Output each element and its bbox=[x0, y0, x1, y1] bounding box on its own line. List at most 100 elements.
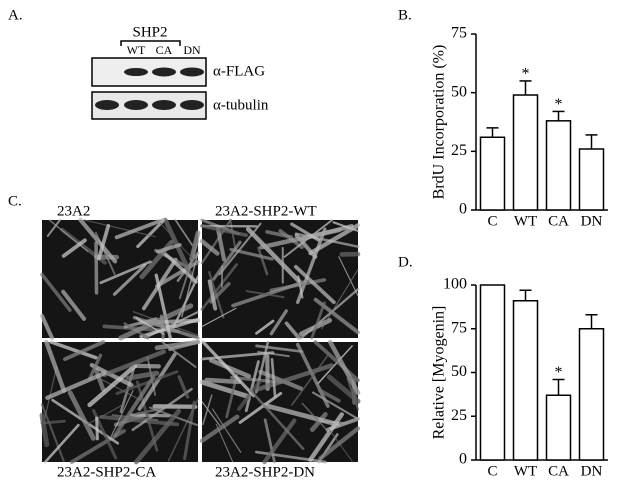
fiber bbox=[48, 219, 89, 253]
fiber bbox=[132, 315, 200, 340]
error-bar bbox=[585, 314, 598, 329]
y-tick-label: 75 bbox=[451, 25, 467, 42]
fiber bbox=[321, 268, 359, 330]
fiber bbox=[199, 379, 250, 399]
fiber bbox=[167, 398, 199, 462]
y-tick-label: 100 bbox=[443, 276, 467, 293]
fiber bbox=[204, 377, 242, 385]
fiber bbox=[129, 413, 171, 418]
fiber bbox=[89, 362, 134, 388]
fiber bbox=[269, 309, 288, 336]
fiber bbox=[284, 321, 301, 340]
fiber bbox=[270, 358, 277, 399]
micrographs bbox=[39, 217, 361, 465]
fiber bbox=[87, 363, 138, 408]
y-tick-label: 25 bbox=[451, 142, 467, 159]
fiber bbox=[46, 219, 61, 237]
panel-label: C. bbox=[8, 193, 22, 209]
fiber bbox=[202, 394, 213, 426]
fiber bbox=[125, 370, 160, 381]
bar bbox=[512, 300, 539, 461]
fiber bbox=[118, 303, 194, 341]
micrograph-label: 23A2-SHP2-WT bbox=[215, 203, 317, 219]
fiber bbox=[156, 219, 199, 266]
blot-row-label: α-FLAG bbox=[213, 63, 265, 79]
fiber bbox=[189, 230, 201, 262]
fiber bbox=[110, 389, 134, 437]
fiber bbox=[297, 275, 304, 299]
fiber bbox=[199, 414, 240, 443]
fiber bbox=[83, 219, 156, 238]
x-tick-label: DN bbox=[581, 463, 603, 479]
fiber bbox=[135, 316, 165, 336]
fiber bbox=[201, 307, 237, 328]
fiber bbox=[317, 345, 353, 385]
fiber bbox=[262, 418, 297, 465]
fiber bbox=[102, 349, 166, 377]
fiber bbox=[290, 353, 330, 406]
fiber bbox=[99, 260, 152, 285]
fiber bbox=[311, 391, 360, 420]
fiber bbox=[63, 340, 106, 362]
significance-mark: * bbox=[555, 364, 563, 381]
significance-mark: * bbox=[555, 96, 563, 113]
fiber bbox=[84, 404, 123, 426]
lane-label: DN bbox=[183, 43, 201, 57]
fiber bbox=[112, 263, 147, 296]
fiber bbox=[93, 367, 106, 392]
fiber bbox=[177, 375, 190, 399]
fiber bbox=[259, 227, 342, 250]
fiber bbox=[200, 224, 248, 237]
fiber bbox=[136, 218, 166, 249]
y-tick-label: 0 bbox=[459, 451, 467, 468]
bar bbox=[545, 120, 572, 211]
significance-mark: * bbox=[522, 66, 530, 83]
panel-label: B. bbox=[398, 7, 412, 23]
fiber bbox=[168, 340, 200, 352]
fiber bbox=[212, 240, 242, 281]
fiber bbox=[131, 387, 193, 432]
fiber bbox=[88, 353, 103, 380]
fiber bbox=[154, 273, 172, 340]
x-tick-label: WT bbox=[514, 463, 537, 479]
fiber bbox=[300, 288, 360, 340]
x-tick-label: CA bbox=[548, 463, 569, 479]
fiber bbox=[201, 340, 256, 398]
fiber bbox=[95, 376, 142, 401]
fiber bbox=[313, 340, 360, 383]
fiber bbox=[237, 380, 262, 411]
fiber bbox=[199, 238, 220, 256]
x-tick-label: WT bbox=[514, 213, 537, 229]
fiber bbox=[133, 408, 182, 465]
fiber bbox=[61, 238, 87, 258]
fiber bbox=[174, 219, 193, 246]
fiber bbox=[78, 217, 118, 264]
fiber bbox=[255, 450, 327, 464]
fiber bbox=[39, 412, 50, 448]
fiber bbox=[301, 402, 328, 431]
fiber bbox=[220, 265, 224, 288]
fiber bbox=[255, 344, 304, 353]
fiber bbox=[49, 340, 98, 360]
x-tick-label: C bbox=[487, 463, 497, 479]
fiber bbox=[39, 313, 55, 341]
panel-label: A. bbox=[8, 7, 23, 23]
bar bbox=[578, 148, 605, 211]
fiber bbox=[328, 429, 354, 463]
fiber bbox=[257, 246, 269, 276]
fiber bbox=[207, 279, 218, 311]
error-bar bbox=[552, 378, 565, 396]
y-tick-label: 0 bbox=[459, 201, 467, 218]
fiber bbox=[229, 219, 237, 252]
error-bar bbox=[519, 80, 532, 96]
fiber bbox=[181, 251, 199, 318]
fiber bbox=[40, 272, 72, 312]
x-tick-label: DN bbox=[581, 213, 603, 229]
fiber bbox=[44, 423, 80, 464]
fiber bbox=[238, 391, 283, 424]
y-axis-label: Relative [Myogenin] bbox=[431, 306, 448, 440]
fiber bbox=[244, 360, 260, 413]
lane-label: WT bbox=[127, 43, 146, 57]
lane-label: CA bbox=[156, 43, 173, 57]
fiber bbox=[249, 389, 305, 450]
